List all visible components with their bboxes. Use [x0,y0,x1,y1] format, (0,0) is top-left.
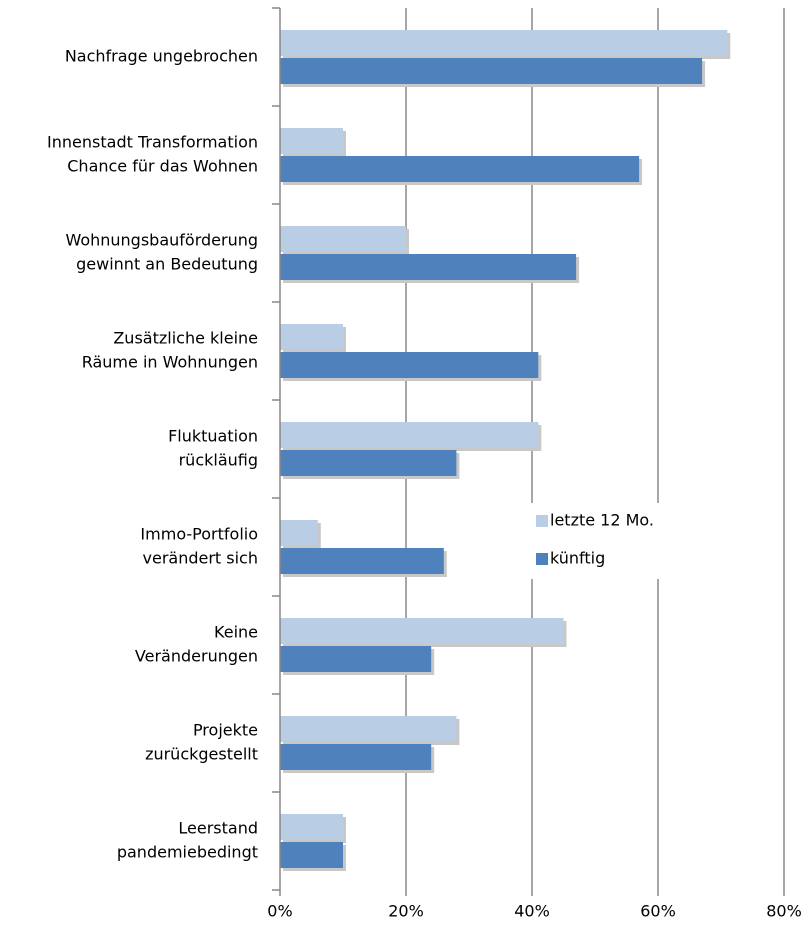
bar [280,352,539,378]
x-tick-label: 60% [640,902,676,921]
y-tick-label: Fluktuation [168,427,258,446]
bar [280,226,406,252]
y-tick-label: Immo-Portfolio [140,525,258,544]
y-tick-label: zurückgestellt [145,745,258,764]
x-tick-label: 20% [388,902,424,921]
x-tick-label: 80% [766,902,802,921]
x-tick-label: 0% [267,902,292,921]
legend-label: künftig [550,549,605,568]
y-tick-label: verändert sich [143,549,259,568]
bar [280,814,343,840]
bar [280,618,564,644]
legend-box [524,503,669,579]
y-tick-label: rückläufig [179,451,258,470]
bar [280,548,444,574]
bar [280,716,457,742]
y-tick-label: Projekte [193,721,258,740]
legend-swatch [536,515,548,527]
bar [280,254,577,280]
y-tick-label: Nachfrage ungebrochen [65,47,258,66]
x-tick-label: 40% [514,902,550,921]
bar [280,646,432,672]
bar [280,744,432,770]
y-tick-label: Wohnungsbauförderung [65,231,258,250]
bar [280,422,539,448]
bar [280,30,728,56]
bar [280,58,703,84]
bar [280,450,457,476]
bar [280,520,318,546]
legend-label: letzte 12 Mo. [550,511,654,530]
legend-swatch [536,553,548,565]
bar [280,128,343,154]
y-tick-label: Räume in Wohnungen [82,353,258,372]
y-tick-label: Innenstadt Transformation [47,133,258,152]
bar [280,324,343,350]
y-tick-label: Leerstand [178,819,258,838]
y-tick-label: gewinnt an Bedeutung [76,255,258,274]
y-tick-label: Zusätzliche kleine [113,329,258,348]
y-tick-label: Chance für das Wohnen [67,157,258,176]
y-tick-label: pandemiebedingt [117,843,258,862]
bar [280,842,343,868]
y-tick-label: Veränderungen [135,647,258,666]
bar [280,156,640,182]
y-tick-label: Keine [214,623,258,642]
